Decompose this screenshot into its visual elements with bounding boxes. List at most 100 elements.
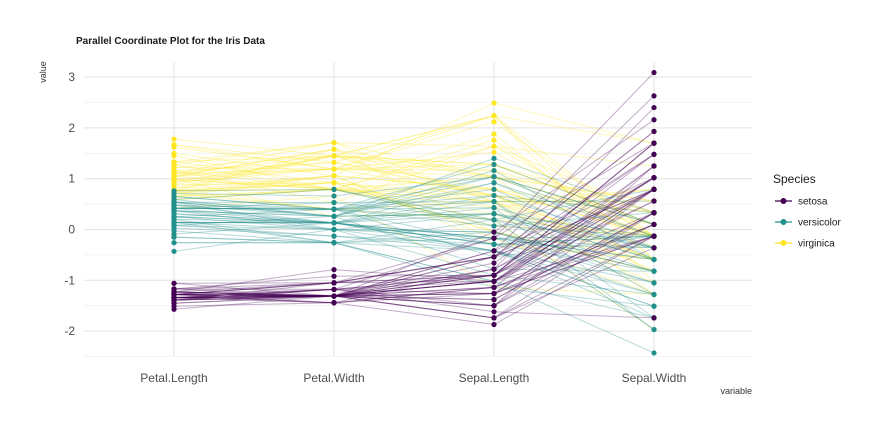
data-point-setosa	[491, 254, 497, 260]
data-point-virginica	[491, 149, 497, 155]
series-line-versicolor	[173, 182, 655, 237]
y-tick-label: 3	[68, 70, 75, 84]
data-point-virginica	[331, 166, 337, 172]
series-line-setosa	[173, 153, 655, 297]
series-line-setosa	[173, 188, 655, 297]
series-line-versicolor	[173, 221, 655, 319]
series-line-versicolor	[173, 222, 655, 249]
series-line-versicolor	[173, 176, 655, 237]
data-point-setosa	[491, 321, 497, 328]
series-line-versicolor	[173, 207, 655, 249]
legend-label: virginica	[798, 239, 835, 250]
series-line-setosa	[173, 212, 655, 307]
series-line-versicolor	[173, 215, 655, 272]
data-point-setosa	[331, 273, 337, 279]
series-line-setosa	[173, 235, 655, 319]
data-point-setosa	[171, 280, 177, 286]
series-line-virginica	[173, 139, 655, 249]
series-line-versicolor	[173, 182, 655, 249]
series-line-virginica	[173, 192, 655, 331]
series-line-virginica	[173, 161, 655, 237]
series-line-versicolor	[173, 170, 655, 260]
series-line-versicolor	[173, 200, 655, 204]
series-line-setosa	[173, 119, 655, 304]
series-line-virginica	[173, 148, 655, 225]
series-line-versicolor	[173, 163, 655, 225]
legend: Species setosa versicolor virginica	[773, 172, 841, 250]
series-line-virginica	[173, 182, 655, 272]
data-point-versicolor	[171, 228, 177, 234]
series-line-virginica	[173, 182, 655, 272]
series-line-setosa	[173, 177, 655, 293]
series-line-virginica	[173, 170, 655, 295]
series-line-virginica	[173, 188, 655, 272]
data-point-versicolor	[491, 192, 497, 199]
series-line-setosa	[173, 212, 655, 304]
data-point-virginica	[491, 131, 497, 137]
series-line-versicolor	[173, 224, 655, 272]
series-line-setosa	[173, 142, 655, 295]
x-tick-label: Sepal.Length	[459, 371, 530, 385]
data-point-virginica	[331, 140, 337, 146]
series-line-setosa	[173, 188, 655, 297]
series-line-setosa	[173, 188, 655, 295]
data-point-setosa	[491, 284, 497, 291]
series-line-virginica	[173, 155, 655, 214]
series-line-virginica	[173, 195, 655, 295]
series-line-setosa	[173, 188, 655, 293]
data-point-versicolor	[491, 161, 497, 168]
series-line-setosa	[173, 177, 655, 301]
data-point-versicolor	[491, 198, 497, 205]
series-line-virginica	[173, 175, 655, 260]
series-line-virginica	[173, 178, 655, 237]
data-point-virginica	[491, 137, 497, 143]
data-point-virginica	[171, 142, 177, 148]
series-line-virginica	[173, 188, 655, 237]
data-point-versicolor	[491, 174, 497, 180]
data-point-versicolor	[491, 180, 497, 186]
data-point-setosa	[651, 186, 657, 192]
data-point-versicolor	[651, 280, 657, 286]
series-line-versicolor	[173, 216, 655, 272]
series-line-virginica	[173, 115, 655, 284]
series-line-versicolor	[173, 207, 655, 260]
series-line-virginica	[173, 151, 655, 237]
series-line-virginica	[173, 121, 655, 237]
y-tick-label: 2	[68, 121, 75, 135]
series-line-virginica	[173, 168, 655, 202]
series-line-virginica	[173, 190, 655, 260]
series-line-virginica	[173, 163, 655, 225]
series-line-setosa	[173, 72, 655, 295]
series-line-versicolor	[173, 207, 655, 245]
series-line-setosa	[173, 177, 655, 301]
series-line-setosa	[173, 223, 655, 297]
data-point-versicolor	[331, 213, 337, 219]
series-line-virginica	[173, 178, 655, 284]
data-point-versicolor	[171, 240, 177, 246]
series-line-setosa	[173, 247, 655, 319]
data-point-setosa	[491, 266, 497, 272]
series-line-versicolor	[173, 213, 655, 260]
series-line-virginica	[173, 161, 655, 260]
data-point-setosa	[491, 248, 497, 254]
series-line-setosa	[173, 188, 655, 299]
series-line-setosa	[173, 177, 655, 299]
legend-entry-setosa: setosa	[775, 197, 828, 208]
data-point-setosa	[491, 309, 497, 315]
data-point-versicolor	[491, 186, 497, 192]
data-point-virginica	[331, 146, 337, 152]
series-line-setosa	[173, 153, 655, 297]
data-point-virginica	[331, 159, 337, 166]
legend-entries: setosa versicolor virginica	[775, 197, 841, 250]
series-line-versicolor	[173, 210, 655, 284]
legend-key-point	[780, 198, 787, 204]
data-point-versicolor	[651, 303, 657, 309]
data-point-versicolor	[171, 211, 177, 217]
data-point-versicolor	[491, 241, 497, 247]
data-point-setosa	[491, 290, 497, 297]
data-point-versicolor	[491, 155, 497, 161]
data-point-setosa	[651, 104, 657, 111]
